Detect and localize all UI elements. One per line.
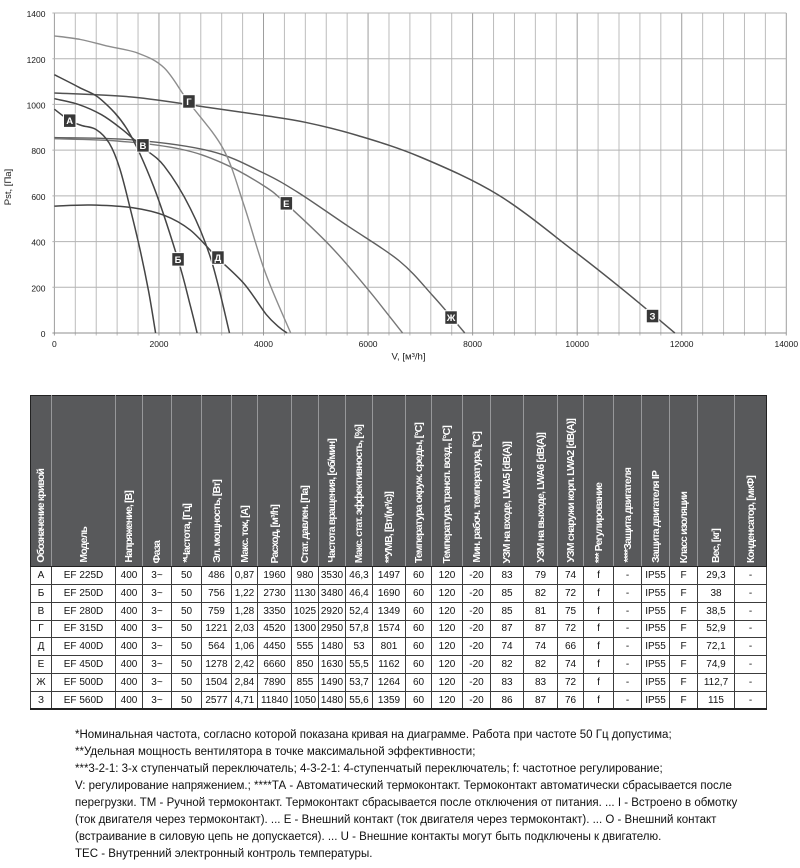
svg-text:А: А — [66, 116, 73, 127]
svg-text:Pst, [Па]: Pst, [Па] — [3, 169, 14, 205]
svg-text:0: 0 — [52, 339, 57, 349]
svg-text:800: 800 — [31, 146, 45, 156]
svg-text:1400: 1400 — [27, 9, 46, 19]
svg-text:Е: Е — [283, 199, 289, 210]
svg-text:V, [м³/h]: V, [м³/h] — [392, 352, 426, 362]
svg-text:6000: 6000 — [359, 339, 378, 349]
svg-text:600: 600 — [31, 192, 45, 202]
svg-text:12000: 12000 — [670, 339, 694, 349]
svg-text:Г: Г — [186, 97, 192, 108]
svg-text:10000: 10000 — [565, 339, 589, 349]
svg-text:0: 0 — [41, 329, 46, 339]
svg-text:Д: Д — [215, 253, 222, 264]
svg-text:1000: 1000 — [27, 101, 46, 111]
svg-text:4000: 4000 — [254, 339, 273, 349]
svg-text:В: В — [139, 141, 146, 152]
svg-text:2000: 2000 — [150, 339, 169, 349]
svg-text:З: З — [650, 312, 656, 323]
svg-text:Ж: Ж — [446, 313, 456, 324]
svg-text:400: 400 — [31, 238, 45, 248]
svg-text:14000: 14000 — [774, 339, 798, 349]
svg-text:Б: Б — [175, 255, 182, 266]
svg-text:8000: 8000 — [463, 339, 482, 349]
svg-text:1200: 1200 — [27, 55, 46, 65]
svg-text:200: 200 — [31, 283, 45, 293]
